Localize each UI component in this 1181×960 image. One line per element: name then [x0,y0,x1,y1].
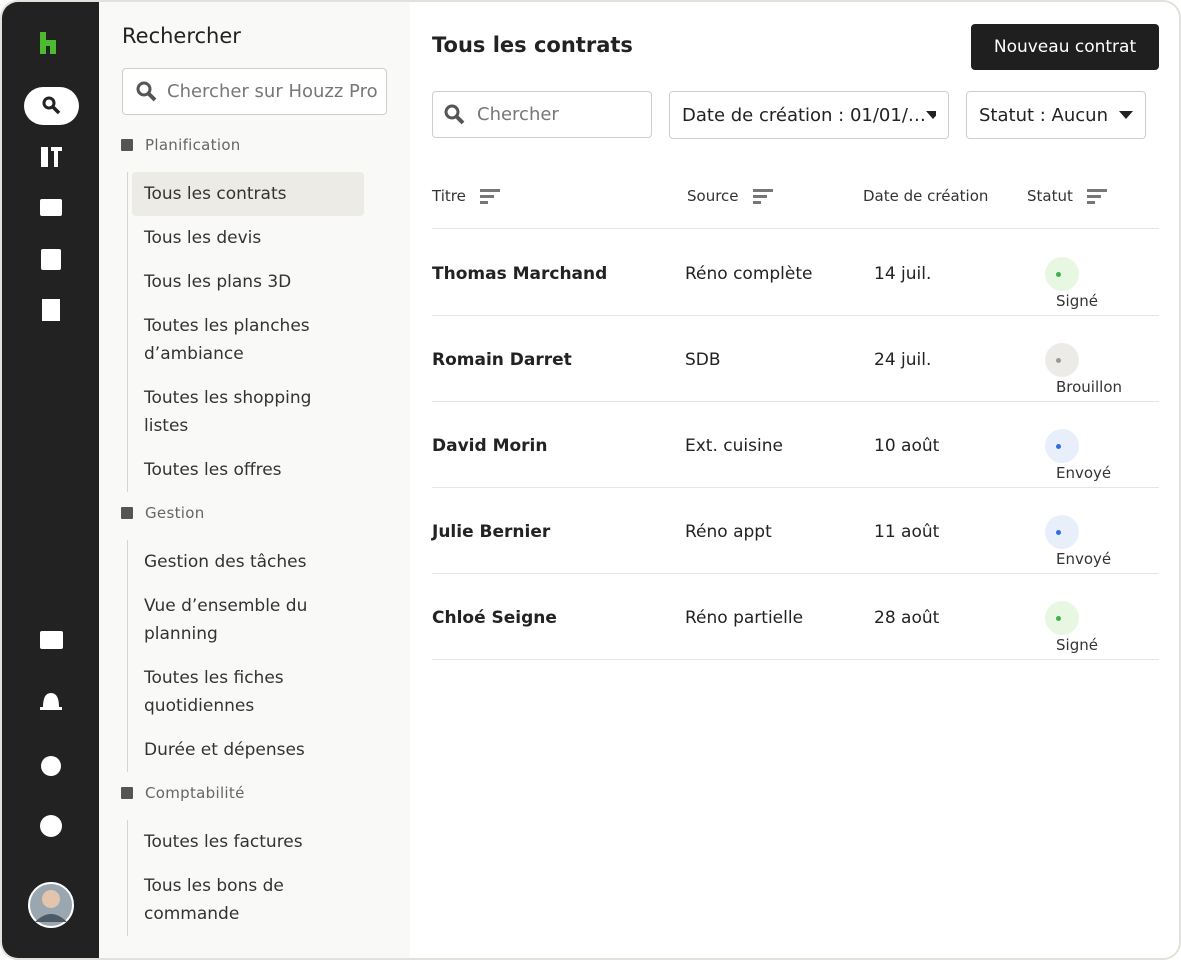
menu-item[interactable]: Vue d’ensemble du planning [144,596,308,644]
status-dot [1056,529,1061,535]
column-title: Source [687,187,739,205]
section-header: Planification [121,130,410,160]
column-title: Titre [432,187,466,205]
status-dot [1056,357,1061,363]
sort-icon [479,187,500,205]
dropdown-arrow [925,111,936,119]
inbox-nav[interactable] [40,631,63,649]
table-row[interactable]: Chloé Seigne Réno partielle 28 août Signé [432,574,1159,660]
header-divider [432,228,1159,229]
status-dot [1056,271,1061,277]
menu-item[interactable]: Toutes les offres [144,460,282,480]
column-header[interactable]: Date de création [863,184,988,208]
menu-item[interactable]: Durée et dépenses [144,740,305,760]
status-badge: Signé [1045,601,1098,654]
menu: Planification Tous les contrats Tous les d… [99,130,410,940]
global-search[interactable]: Chercher sur Houzz Pro [122,68,387,115]
column-title: Statut [1027,187,1073,205]
filter-label: Date de création : 01/01/… [682,104,926,126]
column-header[interactable]: Titre [432,184,500,208]
company-nav[interactable] [42,299,60,321]
contract-title: Thomas Marchand [432,264,608,284]
table-search[interactable]: Chercher [432,91,652,138]
nav-icons [24,32,79,928]
filter-dropdown[interactable]: Statut : Aucun [966,91,1146,139]
cell: 28 août [874,608,940,628]
section-items: Gestion des tâches Vue d’ensemble du plan… [127,540,410,772]
cell: 11 août [874,522,940,542]
cell: Réno partielle [685,608,804,628]
status-badge: Envoyé [1045,515,1111,568]
contract-title: David Morin [432,436,548,456]
menu-item[interactable]: Gestion des tâches [144,552,307,572]
status-badge: Signé [1045,257,1098,310]
section-icon [121,507,133,519]
status-label: Signé [1056,636,1098,654]
cell: Réno appt [685,522,772,542]
menu-item[interactable]: Tous les bons de commande [144,876,284,924]
section-items: Toutes les factures Tous les bons de comm… [127,820,410,936]
section-label: Gestion [145,504,205,522]
menu-item[interactable]: Tous les plans 3D [144,272,292,292]
status-label: Signé [1056,292,1098,310]
section-icon [121,787,133,799]
section-items: Tous les contrats Tous les devis Tous les … [127,172,410,492]
table-row[interactable]: Julie Bernier Réno appt 11 août Envoyé [432,488,1159,574]
timer-nav[interactable] [41,756,61,776]
status-dot [1056,443,1061,449]
cell: 24 juil. [874,350,932,370]
cell: Réno complète [685,264,813,284]
status-badge: Brouillon [1045,343,1122,396]
column-title: Date de création [863,187,989,205]
page-title: Tous les contrats [432,33,633,57]
table-row[interactable]: Thomas Marchand Réno complète 14 juil. Sign… [432,230,1159,316]
menu-item[interactable]: Tous les devis [144,228,262,248]
status-badge: Envoyé [1045,429,1111,482]
cell: SDB [685,350,721,370]
cell: Ext. cuisine [685,436,783,456]
section-icon [121,139,133,151]
section-label: Planification [145,136,241,154]
main-content: Tous les contrats Nouveau contrat Cherch… [410,2,1179,958]
search-placeholder: Chercher sur Houzz Pro [167,81,378,102]
search-placeholder: Chercher [477,104,559,125]
menu-item[interactable]: Toutes les fiches quotidiennes [144,668,284,716]
filter-dropdown[interactable]: Date de création : 01/01/… [669,91,949,139]
contract-title: Chloé Seigne [432,608,557,628]
contacts-nav[interactable] [40,199,62,216]
status-label: Envoyé [1056,550,1112,568]
planning-nav[interactable] [41,147,48,167]
contract-title: Julie Bernier [432,522,551,542]
sidebar-title: Rechercher [122,24,241,48]
column-header[interactable]: Statut [1027,184,1107,208]
menu-item[interactable]: Toutes les planches d’ambiance [144,316,310,364]
management-nav[interactable] [41,249,61,270]
filter-label: Statut : Aucun [979,104,1108,126]
column-header[interactable]: Source [687,184,773,208]
logo [40,32,56,54]
contract-title: Romain Darret [432,350,572,370]
menu-item[interactable]: Tous les contrats [132,172,364,216]
help-nav[interactable] [40,815,62,837]
status-label: Brouillon [1056,378,1122,396]
menu-item[interactable]: Toutes les shopping listes [144,388,312,436]
dropdown-arrow [1119,111,1133,119]
section-header: Comptabilité [121,778,410,808]
search-sidebar: Rechercher Chercher sur Houzz Pro Planif… [99,2,410,958]
section-label: Comptabilité [145,784,245,802]
status-label: Envoyé [1056,464,1112,482]
sort-icon [752,187,773,205]
section-header: Gestion [121,498,410,528]
notifications-nav[interactable] [40,693,62,710]
nav-rail [2,2,99,958]
cell: 10 août [874,436,940,456]
new-contract-button[interactable]: Nouveau contrat [971,24,1159,70]
status-dot [1056,615,1061,621]
menu-item[interactable]: Toutes les factures [144,832,303,852]
cell: 14 juil. [874,264,932,284]
table-row[interactable]: Romain Darret SDB 24 juil. Brouillon [432,316,1159,402]
sort-icon [1086,187,1107,205]
table-row[interactable]: David Morin Ext. cuisine 10 août Envoyé [432,402,1159,488]
